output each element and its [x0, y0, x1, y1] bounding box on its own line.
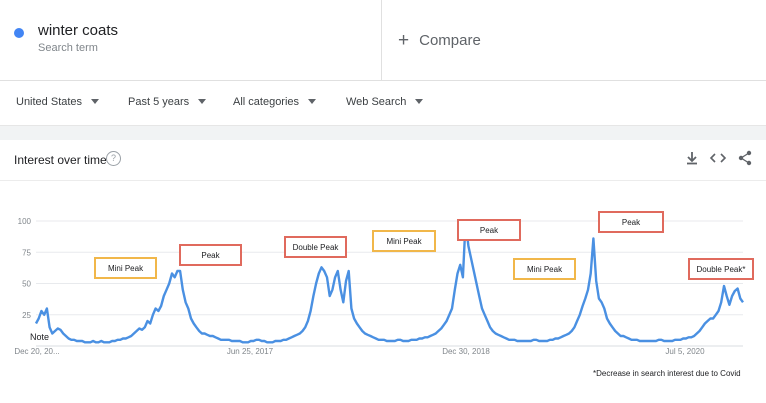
search-term-card[interactable]: winter coats Search term: [0, 0, 382, 80]
y-tick-label: 50: [22, 280, 31, 289]
caret-down-icon: [308, 99, 317, 104]
filter-bar: United States Past 5 years All categorie…: [0, 81, 766, 126]
annotation-mini-peak: Mini Peak: [513, 258, 576, 280]
download-icon[interactable]: [683, 149, 701, 167]
filter-category[interactable]: All categories: [233, 96, 317, 108]
annotation-mini-peak: Mini Peak: [372, 230, 436, 252]
x-tick-label: Dec 20, 20...: [14, 347, 59, 356]
caret-down-icon: [91, 99, 100, 104]
annotation-peak: Peak: [179, 244, 242, 266]
filter-time-range-label: Past 5 years: [128, 96, 190, 108]
note-label: Note: [30, 332, 49, 342]
series-line-winter-coats: [34, 219, 744, 344]
help-icon[interactable]: ?: [106, 151, 121, 166]
x-axis-labels: Dec 20, 20... Jun 25, 2017 Dec 30, 2018 Jul…: [14, 347, 705, 356]
embed-code-icon[interactable]: [709, 149, 727, 167]
plus-icon: +: [398, 30, 410, 51]
filter-time-range[interactable]: Past 5 years: [128, 96, 207, 108]
annotation-peak: Peak: [598, 211, 664, 233]
covid-footnote: *Decrease in search interest due to Covi…: [593, 369, 741, 378]
interest-line-chart: 25 50 75 100 Dec 20, 20... Jun 25, 2017 Dec 3…: [14, 217, 744, 356]
filter-category-label: All categories: [233, 96, 300, 108]
filter-search-type[interactable]: Web Search: [346, 96, 424, 108]
compare-button[interactable]: + Compare: [398, 29, 481, 51]
card-title: Interest over time: [14, 153, 107, 167]
y-axis-labels: 25 50 75 100: [18, 217, 32, 320]
annotation-double-peak: Double Peak: [284, 236, 347, 258]
caret-down-icon: [198, 99, 207, 104]
x-tick-label: Dec 30, 2018: [442, 347, 490, 356]
search-term-header: winter coats Search term + Compare: [0, 0, 766, 81]
filter-region[interactable]: United States: [16, 96, 100, 108]
y-tick-label: 100: [18, 217, 32, 226]
card-separator: [0, 180, 766, 181]
filter-region-label: United States: [16, 96, 83, 108]
caret-down-icon: [415, 99, 424, 104]
compare-label: Compare: [419, 32, 481, 49]
section-divider: [0, 126, 766, 140]
x-tick-label: Jul 5, 2020: [665, 347, 705, 356]
y-tick-label: 25: [22, 311, 31, 320]
interest-over-time-card: Interest over time ? 25 50 75 100 Dec 20, 2…: [0, 140, 766, 403]
series-color-dot: [14, 28, 24, 38]
x-tick-label: Jun 25, 2017: [227, 347, 274, 356]
search-term-subtitle: Search term: [38, 42, 98, 54]
annotation-mini-peak: Mini Peak: [94, 257, 157, 279]
filter-search-type-label: Web Search: [346, 96, 407, 108]
y-tick-label: 75: [22, 248, 31, 257]
annotation-peak: Peak: [457, 219, 521, 241]
annotation-double-peak: Double Peak*: [688, 258, 754, 280]
share-icon[interactable]: [736, 149, 754, 167]
search-term-name[interactable]: winter coats: [38, 22, 119, 39]
